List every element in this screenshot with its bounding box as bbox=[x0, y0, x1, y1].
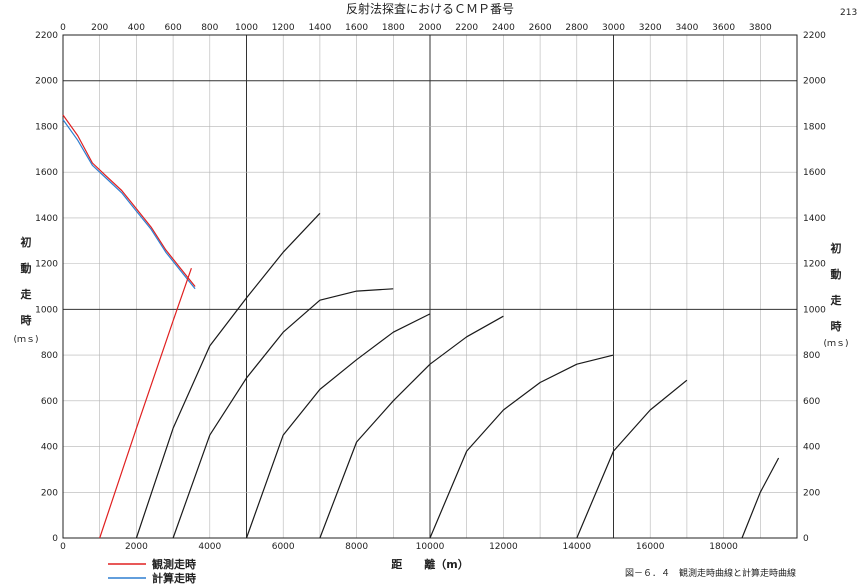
y-tick-label-right: 2200 bbox=[803, 31, 826, 41]
travel-time-curve bbox=[135, 212, 321, 539]
top-tick-label: 1600 bbox=[345, 23, 368, 33]
y-tick-label-left: 1600 bbox=[35, 168, 58, 178]
y-tick-label-left: 400 bbox=[41, 443, 58, 453]
travel-time-curve bbox=[62, 119, 196, 290]
top-tick-label: 2800 bbox=[565, 23, 588, 33]
y-label-left-char-2: 動 bbox=[21, 261, 32, 275]
chart-title: 反射法探査におけるＣＭＰ番号 bbox=[346, 1, 514, 16]
travel-time-curve bbox=[172, 288, 394, 539]
travel-time-curve bbox=[741, 457, 780, 539]
legend: 観測走時 計算走時 bbox=[108, 557, 196, 585]
top-tick-label: 1800 bbox=[382, 23, 405, 33]
top-tick-label: 2400 bbox=[492, 23, 515, 33]
y-tick-label-right: 800 bbox=[803, 351, 820, 361]
legend-label-observed: 観測走時 bbox=[152, 557, 196, 571]
y-axis-ticks-right: 0 200 400 600 800 1000 1200 1400 1600 1800 2000 220… bbox=[803, 31, 826, 544]
y-tick-label-left: 600 bbox=[41, 397, 58, 407]
travel-time-curve bbox=[62, 114, 196, 287]
page-number: 213 bbox=[840, 8, 857, 18]
y-tick-label-right: 1000 bbox=[803, 305, 826, 315]
top-tick-label: 0 bbox=[60, 23, 66, 33]
y-label-right-char-3: 走 bbox=[830, 293, 842, 307]
x-tick-label: 4000 bbox=[198, 542, 221, 552]
top-tick-label: 400 bbox=[128, 23, 145, 33]
top-axis-ticks: 0 200 400 600 800 1000 1200 1400 1600 1800 2000 220… bbox=[60, 23, 772, 33]
top-tick-label: 200 bbox=[91, 23, 108, 33]
y-tick-label-left: 1200 bbox=[35, 260, 58, 270]
y-tick-label-right: 1600 bbox=[803, 168, 826, 178]
travel-time-curve bbox=[319, 315, 504, 539]
y-axis-ticks-left: 0 200 400 600 800 1000 1200 1400 1600 1800 2000 220… bbox=[35, 31, 58, 544]
y-tick-label-left: 1400 bbox=[35, 214, 58, 224]
y-tick-label-right: 200 bbox=[803, 488, 820, 498]
y-label-right-char-4: 時 bbox=[831, 319, 842, 333]
travel-time-curve bbox=[429, 354, 614, 539]
y-axis-label-left: 初 動 走 時 (ｍｓ) bbox=[13, 235, 38, 345]
grid bbox=[62, 34, 797, 539]
y-tick-label-left: 2200 bbox=[35, 31, 58, 41]
y-label-left-char-3: 走 bbox=[20, 287, 32, 301]
series-layer bbox=[62, 114, 780, 539]
top-tick-label: 1000 bbox=[235, 23, 258, 33]
y-tick-label-right: 2000 bbox=[803, 77, 826, 87]
y-tick-label-right: 600 bbox=[803, 397, 820, 407]
top-tick-label: 1400 bbox=[308, 23, 331, 33]
y-axis-label-right: 初 動 走 時 (ｍｓ) bbox=[823, 241, 848, 349]
x-tick-label: 14000 bbox=[562, 542, 591, 552]
y-label-right-char-2: 動 bbox=[831, 267, 842, 281]
top-tick-label: 3600 bbox=[712, 23, 735, 33]
y-tick-label-left: 200 bbox=[41, 488, 58, 498]
top-tick-label: 2000 bbox=[419, 23, 442, 33]
x-tick-label: 12000 bbox=[489, 542, 518, 552]
travel-time-curve bbox=[99, 268, 192, 539]
y-label-left-char-4: 時 bbox=[21, 313, 32, 327]
y-tick-label-right: 1800 bbox=[803, 122, 826, 132]
y-tick-label-right: 1400 bbox=[803, 214, 826, 224]
x-axis-label: 距 離（m） bbox=[391, 557, 468, 571]
top-tick-label: 800 bbox=[201, 23, 218, 33]
travel-time-curve bbox=[245, 313, 431, 539]
top-tick-label: 2200 bbox=[455, 23, 478, 33]
figure-caption: 図－６．４ 観測走時曲線と計算走時曲線 bbox=[625, 567, 796, 579]
y-tick-label-left: 1000 bbox=[35, 305, 58, 315]
y-label-right-char-1: 初 bbox=[831, 241, 842, 255]
top-tick-label: 600 bbox=[165, 23, 182, 33]
y-tick-label-right: 0 bbox=[803, 534, 809, 544]
y-tick-label-left: 1800 bbox=[35, 122, 58, 132]
top-tick-label: 1200 bbox=[272, 23, 295, 33]
top-tick-label: 3000 bbox=[602, 23, 625, 33]
x-tick-label: 10000 bbox=[416, 542, 445, 552]
top-tick-label: 3400 bbox=[675, 23, 698, 33]
y-tick-label-right: 1200 bbox=[803, 260, 826, 270]
top-tick-label: 2600 bbox=[529, 23, 552, 33]
x-tick-label: 2000 bbox=[125, 542, 148, 552]
legend-label-calculated: 計算走時 bbox=[152, 571, 196, 585]
y-label-right-unit: (ｍｓ) bbox=[823, 339, 848, 349]
travel-time-curve bbox=[576, 379, 688, 539]
y-tick-label-left: 2000 bbox=[35, 77, 58, 87]
y-tick-label-left: 800 bbox=[41, 351, 58, 361]
top-tick-label: 3800 bbox=[749, 23, 772, 33]
y-label-left-char-1: 初 bbox=[21, 235, 32, 249]
x-tick-label: 18000 bbox=[709, 542, 738, 552]
x-tick-label: 8000 bbox=[345, 542, 368, 552]
x-axis-ticks: 0 2000 4000 6000 8000 10000 12000 14000 16000 180… bbox=[60, 542, 738, 552]
x-tick-label: 6000 bbox=[272, 542, 295, 552]
y-label-left-unit: (ｍｓ) bbox=[13, 335, 38, 345]
top-tick-label: 3200 bbox=[639, 23, 662, 33]
x-tick-label: 16000 bbox=[636, 542, 665, 552]
x-tick-label: 0 bbox=[60, 542, 66, 552]
y-tick-label-right: 400 bbox=[803, 443, 820, 453]
y-tick-label-left: 0 bbox=[52, 534, 58, 544]
